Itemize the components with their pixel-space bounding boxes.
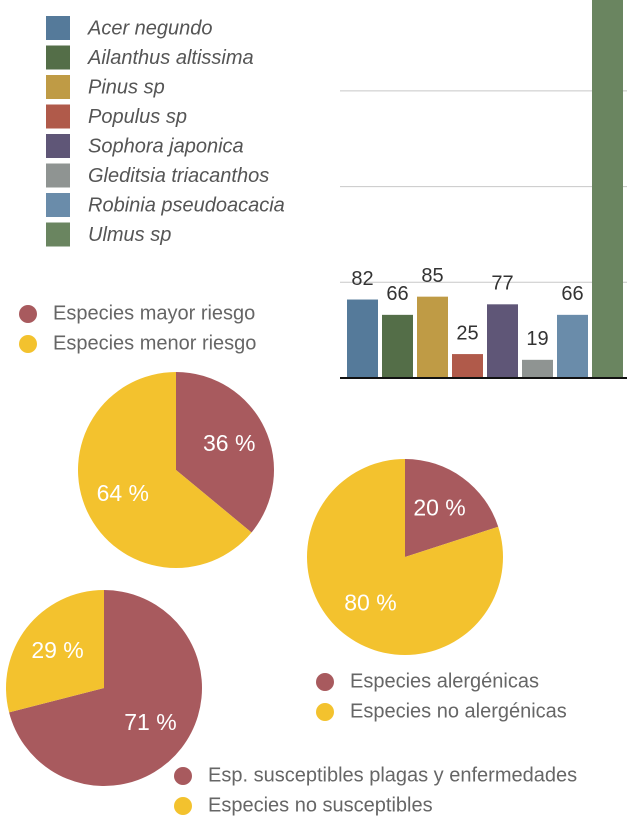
legend-marker [19, 305, 37, 323]
pie-slice [6, 590, 104, 713]
bar [557, 314, 588, 378]
pie-value-label: 80 % [344, 590, 396, 616]
pie-slice [405, 459, 499, 557]
pie-value-label: 36 % [203, 430, 255, 456]
pie-slice [9, 590, 202, 786]
legend-swatch [46, 45, 70, 70]
bar [487, 304, 518, 378]
legend-swatch [46, 193, 70, 217]
legend-label: Ulmus sp [88, 224, 171, 246]
legend-swatch [46, 222, 70, 247]
legend-label: Pinus sp [88, 76, 165, 98]
legend-label: Especies mayor riesgo [53, 302, 255, 324]
legend-marker [174, 767, 192, 785]
bar-value-label: 82 [351, 268, 373, 290]
pie-slice [77, 372, 252, 568]
pie-value-label: 71 % [124, 709, 176, 735]
pie-slice [307, 459, 504, 655]
bar-value-label: 66 [561, 283, 583, 305]
legend-label: Ailanthus altissima [87, 47, 254, 69]
bar [522, 359, 553, 378]
bar [592, 0, 623, 379]
pie-value-label: 29 % [31, 637, 83, 663]
legend-marker [174, 797, 192, 815]
legend-marker [316, 673, 334, 691]
bar [382, 314, 413, 378]
legend-label: Populus sp [88, 106, 187, 128]
bar [452, 354, 483, 378]
legend-label: Sophora japonica [88, 135, 244, 157]
pie-value-label: 20 % [413, 495, 465, 521]
legend-label: Gleditsia triacanthos [88, 165, 269, 187]
bar-area [340, 0, 627, 379]
bar-value-label: 85 [421, 265, 443, 287]
bar-value-label: 19 [526, 328, 548, 350]
legend-marker [316, 703, 334, 721]
bar-value-label: 66 [386, 283, 408, 305]
legend-swatch [46, 104, 70, 129]
bar-value-label: 25 [456, 322, 478, 344]
pie-slice [176, 372, 274, 533]
legend-label: Especies no alergénicas [350, 700, 567, 722]
legend-swatch [46, 75, 70, 99]
bar [417, 296, 448, 378]
legend-swatch [46, 163, 70, 188]
legend-swatch [46, 134, 70, 158]
legend-label: Robinia pseudoacacia [88, 194, 285, 216]
legend-label: Esp. susceptibles plagas y enfermedades [208, 764, 577, 786]
legend-swatch [46, 16, 70, 40]
legend-label: Especies no susceptibles [208, 794, 433, 816]
legend-label: Especies alergénicas [350, 670, 539, 692]
bar-value-label: 77 [491, 273, 513, 295]
pie-value-label: 64 % [97, 480, 149, 506]
bar [347, 299, 378, 378]
legend-label: Especies menor riesgo [53, 332, 256, 354]
legend-label: Acer negundo [87, 17, 213, 39]
legend-marker [19, 335, 37, 353]
